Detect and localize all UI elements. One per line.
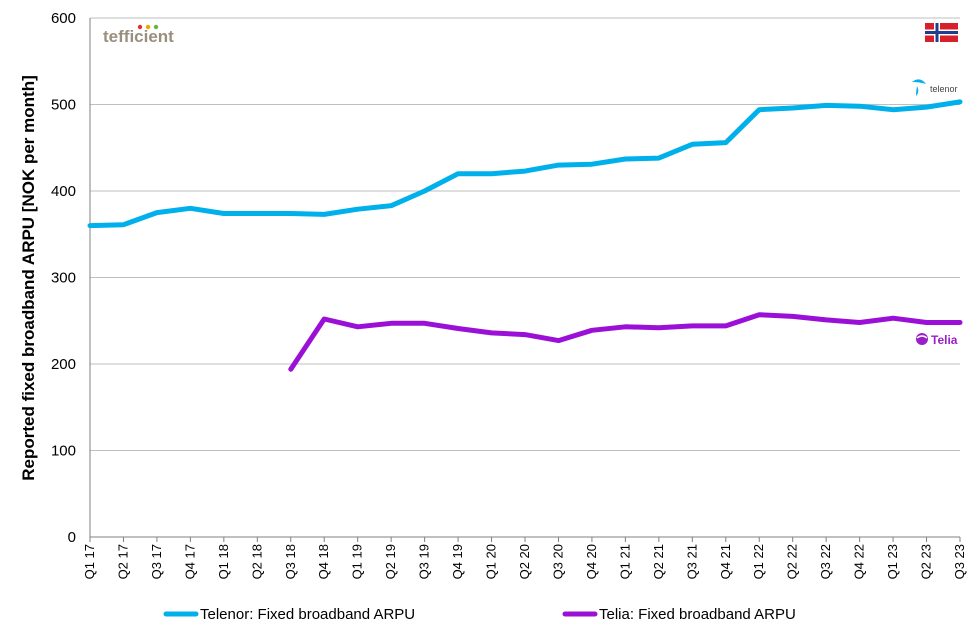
x-tick-label: Q1 18 [216,544,231,579]
legend: Telenor: Fixed broadband ARPU Telia: Fix… [163,606,796,623]
x-tick-label: Q1 19 [350,544,365,579]
axes [89,18,961,542]
x-tick-label: Q3 19 [417,544,432,579]
x-tick-label: Q3 17 [149,544,164,579]
telenor-logo: telenor [912,79,958,96]
y-tick-label: 500 [51,97,76,114]
brand-name: tefficient [103,27,174,46]
x-tick-label: Q2 19 [383,544,398,579]
x-tick-label: Q1 22 [751,544,766,579]
x-tick-label: Q1 20 [484,544,499,579]
series-line-telia [288,312,963,372]
x-tick-label: Q2 22 [785,544,800,579]
x-tick-label: Q1 23 [885,544,900,579]
gridlines [90,17,960,451]
y-tick-label: 600 [51,10,76,27]
x-tick-label: Q4 17 [182,544,197,579]
brand-dot-yellow [145,24,151,30]
x-tick-label: Q2 20 [517,544,532,579]
series-line-telenor [87,99,963,229]
telia-logo-text: Telia [931,333,958,347]
x-tick-label: Q2 17 [115,544,130,579]
y-tick-label: 400 [51,183,76,200]
x-tick-label: Q3 20 [550,544,565,579]
legend-label-telia: Telia: Fixed broadband ARPU [599,606,796,623]
brand-dot-red [137,24,143,30]
legend-label-telenor: Telenor: Fixed broadband ARPU [200,606,415,623]
x-tick-label: Q3 23 [952,544,967,579]
y-tick-label: 200 [51,356,76,373]
y-axis-label: Reported fixed broadband ARPU [NOK per m… [19,75,38,481]
brand-dot-green [153,24,159,30]
x-tick-label: Q4 19 [450,544,465,579]
y-tick-label: 0 [68,529,76,546]
norway-flag-icon [925,23,958,42]
x-tick-label: Q1 17 [82,544,97,579]
telenor-logo-text: telenor [930,84,958,94]
x-tick-label: Q1 21 [617,544,632,579]
x-tick-label: Q2 18 [249,544,264,579]
y-tick-label: 300 [51,270,76,287]
x-tick-label: Q2 23 [919,544,934,579]
x-tick-labels: Q1 17 Q2 17 Q3 17 Q4 17 Q1 18 Q2 18 Q3 18 Q4 18… [82,544,967,579]
x-tick-label: Q3 18 [283,544,298,579]
x-tick-label: Q4 22 [852,544,867,579]
y-tick-label: 100 [51,443,76,460]
tefficient-logo: tefficient [103,24,174,46]
x-tick-label: Q4 18 [316,544,331,579]
series-lines [87,99,963,372]
x-tick-label: Q4 20 [584,544,599,579]
x-tick-label: Q4 21 [718,544,733,579]
telia-logo: Telia [916,333,958,347]
y-tick-labels: 0 100 200 300 400 500 600 [51,10,76,546]
x-tick-label: Q2 21 [651,544,666,579]
x-tick-label: Q3 22 [818,544,833,579]
x-tick-label: Q3 21 [684,544,699,579]
